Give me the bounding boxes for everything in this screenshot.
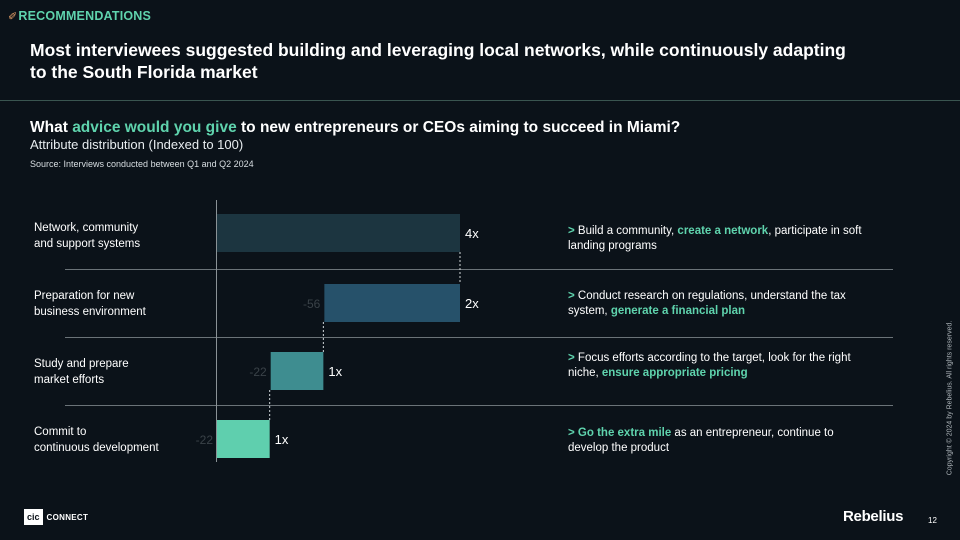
category-label: Commit to continuous development bbox=[34, 426, 159, 454]
logo-text: CONNECT bbox=[46, 512, 89, 522]
chart-source: Source: Interviews conducted between Q1 … bbox=[30, 159, 254, 169]
section-tag-label: RECOMMENDATIONS bbox=[18, 9, 152, 23]
section-tag: ✐RECOMMENDATIONS bbox=[8, 9, 151, 23]
note-highlight: create a network bbox=[677, 225, 769, 237]
value-label: 1x bbox=[275, 432, 289, 447]
copyright-text: Copyright © 2024 by Rebelius. All rights… bbox=[946, 320, 954, 476]
recommendation-note: > Conduct research on regulations, under… bbox=[568, 289, 868, 319]
note-arrow: > bbox=[568, 352, 578, 364]
step-label: -56 bbox=[303, 297, 321, 311]
recommendation-note: > Go the extra mile as an entrepreneur, … bbox=[568, 426, 868, 456]
value-label: 4x bbox=[465, 226, 479, 241]
step-label: -22 bbox=[249, 365, 267, 379]
chart-axis bbox=[216, 200, 217, 462]
logo-box: cic bbox=[24, 509, 43, 525]
question-post: to new entrepreneurs or CEOs aiming to s… bbox=[236, 119, 681, 136]
row-divider bbox=[65, 405, 893, 406]
note-text: Focus efforts according to the target, l… bbox=[568, 352, 851, 379]
note-text: Build a community, bbox=[577, 225, 678, 237]
header-divider bbox=[0, 100, 960, 101]
category-label: Network, community and support systems bbox=[34, 222, 141, 250]
recommendation-note: > Focus efforts according to the target,… bbox=[568, 351, 868, 381]
note-arrow: > bbox=[568, 290, 578, 302]
waterfall-bar bbox=[217, 214, 460, 252]
chart-question: What advice would you give to new entrep… bbox=[30, 119, 680, 137]
waterfall-bar bbox=[324, 284, 460, 322]
recommendation-note: > Build a community, create a network, p… bbox=[568, 224, 868, 254]
row-divider bbox=[65, 269, 893, 270]
rebelius-logo: Rebelius bbox=[843, 508, 904, 525]
row-divider bbox=[65, 337, 893, 338]
note-arrow: > bbox=[568, 225, 578, 237]
note-text: , participate in soft landing programs bbox=[568, 225, 862, 252]
headline: Most interviewees suggested building and… bbox=[30, 40, 846, 82]
value-label: 1x bbox=[328, 364, 342, 379]
step-label: -22 bbox=[196, 433, 214, 447]
waterfall-bar bbox=[270, 352, 324, 390]
note-highlight: ensure appropriate pricing bbox=[601, 367, 748, 379]
waterfall-bar bbox=[217, 420, 270, 458]
note-text: Conduct research on regulations, underst… bbox=[568, 290, 846, 317]
question-pre: What bbox=[30, 119, 73, 136]
category-label: Preparation for new business environment bbox=[34, 290, 146, 318]
chart-subtitle: Attribute distribution (Indexed to 100) bbox=[30, 137, 244, 152]
note-highlight: Go the extra mile bbox=[577, 427, 672, 439]
question-highlight: advice would you give bbox=[72, 119, 237, 136]
rocket-icon: ✐ bbox=[8, 11, 18, 23]
category-label: Study and prepare market efforts bbox=[34, 358, 129, 386]
page-number: 12 bbox=[928, 516, 937, 525]
note-text: as an entrepreneur, continue to develop … bbox=[568, 427, 834, 454]
note-highlight: generate a financial plan bbox=[610, 305, 746, 317]
cic-connect-logo: cic CONNECT bbox=[24, 509, 88, 525]
note-arrow: > bbox=[568, 427, 578, 439]
value-label: 2x bbox=[465, 296, 479, 311]
